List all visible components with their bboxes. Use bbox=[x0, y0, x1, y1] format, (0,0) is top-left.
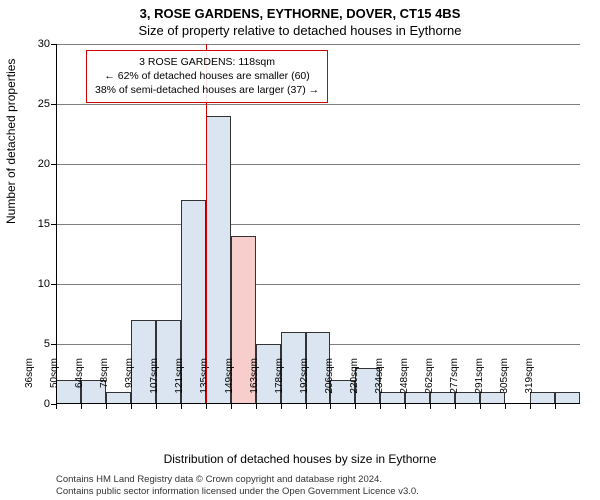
page-subtitle: Size of property relative to detached ho… bbox=[0, 21, 600, 42]
xtick-label: 178sqm bbox=[274, 358, 285, 408]
xtick-label: 121sqm bbox=[174, 358, 185, 408]
xtick-label: 135sqm bbox=[199, 358, 210, 408]
gridline bbox=[56, 224, 580, 225]
xtick-label: 78sqm bbox=[99, 358, 110, 408]
footer-attribution: Contains HM Land Registry data © Crown c… bbox=[56, 474, 419, 498]
xtick-label: 163sqm bbox=[249, 358, 260, 408]
xtick-label: 234sqm bbox=[374, 358, 385, 408]
xtick-label: 36sqm bbox=[24, 358, 35, 408]
ytick-label: 15 bbox=[20, 218, 50, 230]
xtick-label: 149sqm bbox=[224, 358, 235, 408]
ytick-label: 20 bbox=[20, 158, 50, 170]
annotation-line1: 3 ROSE GARDENS: 118sqm bbox=[95, 55, 319, 69]
chart-container: 3, ROSE GARDENS, EYTHORNE, DOVER, CT15 4… bbox=[0, 0, 600, 500]
xtick-label: 93sqm bbox=[124, 358, 135, 408]
gridline bbox=[56, 284, 580, 285]
ytick-label: 10 bbox=[20, 278, 50, 290]
xtick-label: 305sqm bbox=[499, 358, 510, 408]
gridline bbox=[56, 44, 580, 45]
x-axis bbox=[56, 403, 580, 404]
annotation-line2: ← 62% of detached houses are smaller (60… bbox=[95, 69, 319, 83]
gridline bbox=[56, 164, 580, 165]
xtick-label: 206sqm bbox=[324, 358, 335, 408]
annotation-line3: 38% of semi-detached houses are larger (… bbox=[95, 83, 319, 97]
xtick-label: 192sqm bbox=[299, 358, 310, 408]
gridline bbox=[56, 104, 580, 105]
footer-line2: Contains public sector information licen… bbox=[56, 486, 419, 498]
xtick-mark bbox=[555, 404, 556, 409]
ytick-label: 30 bbox=[20, 38, 50, 50]
xtick-label: 319sqm bbox=[524, 358, 535, 408]
xtick-label: 64sqm bbox=[74, 358, 85, 408]
xtick-label: 50sqm bbox=[49, 358, 60, 408]
xtick-label: 262sqm bbox=[424, 358, 435, 408]
y-axis bbox=[56, 44, 57, 404]
page-title: 3, ROSE GARDENS, EYTHORNE, DOVER, CT15 4… bbox=[0, 0, 600, 21]
xtick-label: 107sqm bbox=[149, 358, 160, 408]
plot-area: 05101520253036sqm50sqm64sqm78sqm93sqm107… bbox=[56, 44, 580, 404]
y-axis-label: Number of detached properties bbox=[4, 59, 18, 224]
x-axis-label: Distribution of detached houses by size … bbox=[0, 452, 600, 466]
xtick-label: 291sqm bbox=[474, 358, 485, 408]
xtick-label: 248sqm bbox=[399, 358, 410, 408]
footer-line1: Contains HM Land Registry data © Crown c… bbox=[56, 474, 419, 486]
ytick-label: 5 bbox=[20, 338, 50, 350]
xtick-label: 277sqm bbox=[449, 358, 460, 408]
annotation-box: 3 ROSE GARDENS: 118sqm← 62% of detached … bbox=[86, 50, 328, 103]
ytick-label: 25 bbox=[20, 98, 50, 110]
xtick-label: 220sqm bbox=[349, 358, 360, 408]
